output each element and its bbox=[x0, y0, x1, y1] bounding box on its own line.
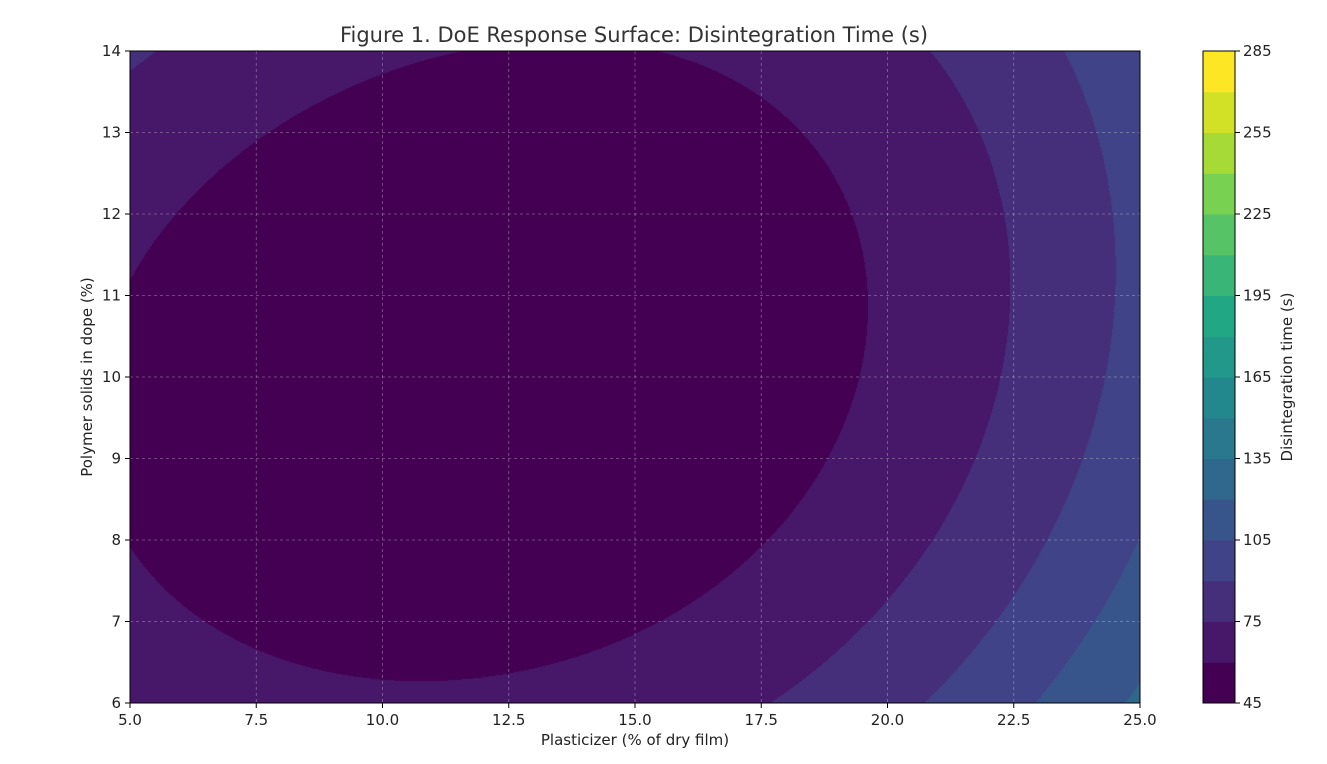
colorbar-tick-label-7: 255 bbox=[1243, 124, 1272, 142]
y-tick-label-2: 8 bbox=[111, 531, 121, 549]
colorbar-ticks: 45 75 105 135 165 195 225 255 285 bbox=[1235, 42, 1272, 712]
colorbar-segments bbox=[1203, 51, 1235, 704]
colorbar-segment-8 bbox=[1203, 336, 1235, 378]
x-tick-label-6: 20.0 bbox=[871, 711, 904, 729]
colorbar-segment-14 bbox=[1203, 91, 1235, 133]
x-axis-label: Plasticizer (% of dry film) bbox=[541, 731, 729, 749]
y-axis-ticks: 6 7 8 9 10 11 12 13 14 bbox=[102, 42, 130, 712]
contour-surface-container bbox=[130, 51, 1140, 703]
colorbar-segment-5 bbox=[1203, 458, 1235, 500]
colorbar-segment-4 bbox=[1203, 499, 1235, 541]
colorbar-label: Disintegration time (s) bbox=[1278, 293, 1296, 462]
y-axis-label: Polymer solids in dope (%) bbox=[78, 277, 96, 477]
y-tick-label-5: 11 bbox=[102, 287, 121, 305]
y-tick-label-8: 14 bbox=[102, 42, 121, 60]
x-tick-label-4: 15.0 bbox=[618, 711, 651, 729]
x-axis-ticks: 5.0 7.5 10.0 12.5 15.0 17.5 20.0 22.5 25.0 bbox=[118, 703, 1157, 729]
colorbar-tick-label-1: 75 bbox=[1243, 613, 1262, 631]
colorbar-segment-2 bbox=[1203, 580, 1235, 622]
colorbar-tick-label-6: 225 bbox=[1243, 205, 1272, 223]
y-tick-label-6: 12 bbox=[102, 205, 121, 223]
colorbar-segment-7 bbox=[1203, 377, 1235, 419]
x-tick-label-1: 7.5 bbox=[244, 711, 268, 729]
colorbar-tick-label-0: 45 bbox=[1243, 694, 1262, 712]
y-tick-label-3: 9 bbox=[111, 450, 121, 468]
y-tick-label-1: 7 bbox=[111, 613, 121, 631]
plot-area bbox=[129, 50, 1141, 704]
colorbar-tick-label-8: 285 bbox=[1243, 42, 1272, 60]
x-tick-label-3: 12.5 bbox=[492, 711, 525, 729]
x-tick-label-5: 17.5 bbox=[745, 711, 778, 729]
x-tick-label-7: 22.5 bbox=[997, 711, 1030, 729]
colorbar-segment-6 bbox=[1203, 417, 1235, 459]
chart-title: Figure 1. DoE Response Surface: Disinteg… bbox=[340, 23, 928, 47]
y-tick-label-7: 13 bbox=[102, 124, 121, 142]
colorbar-segment-12 bbox=[1203, 173, 1235, 215]
x-tick-label-0: 5.0 bbox=[118, 711, 142, 729]
contour-surface bbox=[130, 51, 1140, 703]
colorbar-segment-15 bbox=[1203, 51, 1235, 93]
colorbar-segment-0 bbox=[1203, 662, 1235, 704]
x-tick-label-8: 25.0 bbox=[1123, 711, 1156, 729]
colorbar-segment-3 bbox=[1203, 540, 1235, 582]
colorbar-tick-label-2: 105 bbox=[1243, 531, 1272, 549]
colorbar-tick-label-4: 165 bbox=[1243, 368, 1272, 386]
colorbar-segment-10 bbox=[1203, 254, 1235, 296]
colorbar-segment-9 bbox=[1203, 295, 1235, 337]
y-tick-label-0: 6 bbox=[111, 694, 121, 712]
colorbar-segment-1 bbox=[1203, 621, 1235, 663]
x-tick-label-2: 10.0 bbox=[366, 711, 399, 729]
colorbar: 45 75 105 135 165 195 225 255 285 Disintegration… bbox=[1202, 42, 1296, 712]
colorbar-segment-11 bbox=[1203, 214, 1235, 256]
colorbar-tick-label-5: 195 bbox=[1243, 287, 1272, 305]
y-tick-label-4: 10 bbox=[102, 368, 121, 386]
colorbar-segment-13 bbox=[1203, 132, 1235, 174]
colorbar-tick-label-3: 135 bbox=[1243, 450, 1272, 468]
